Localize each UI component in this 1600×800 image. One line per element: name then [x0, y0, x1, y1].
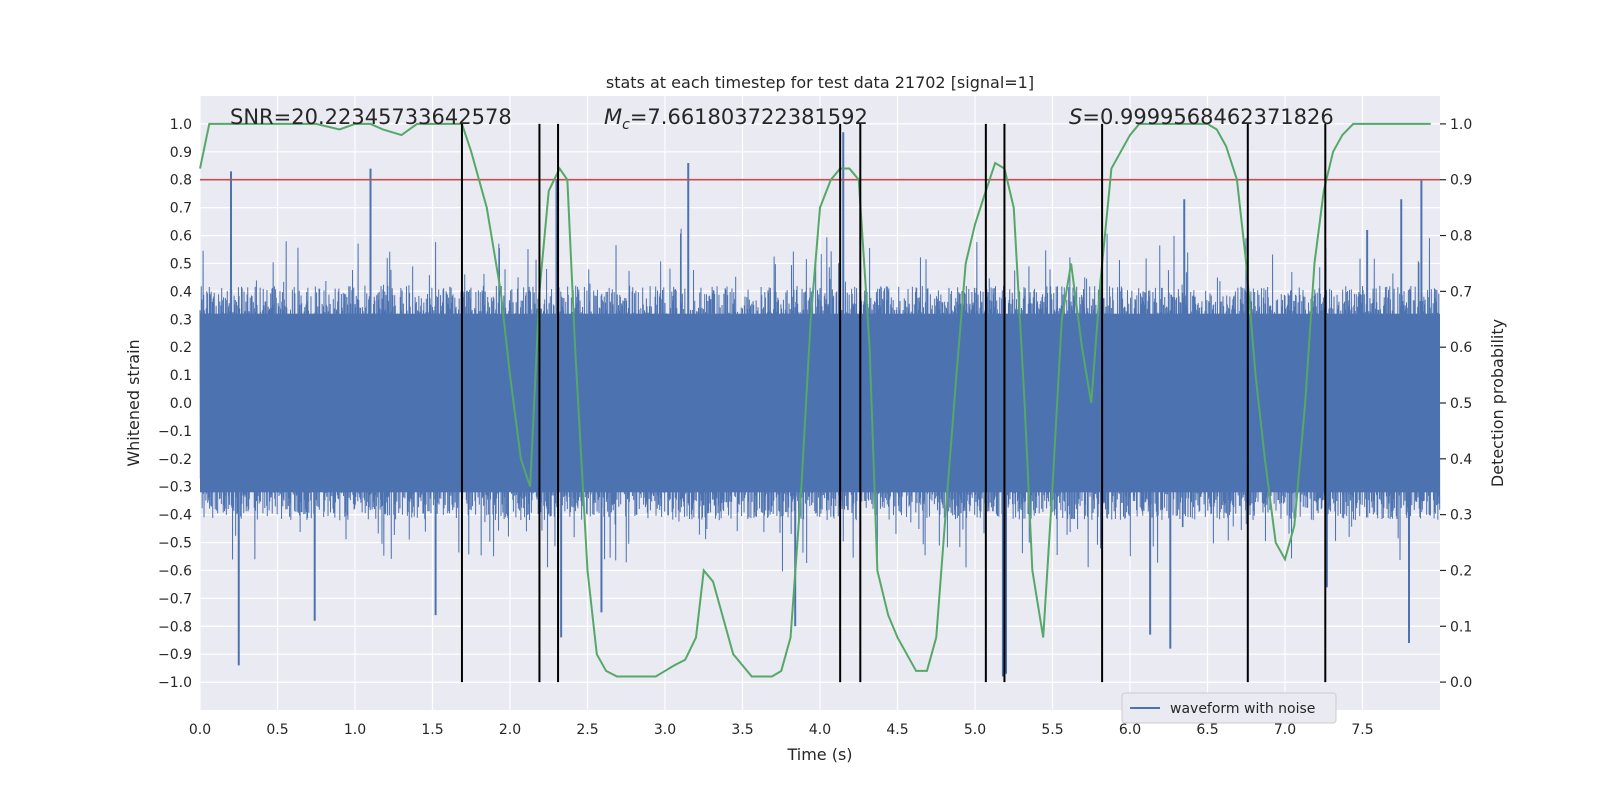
chirp-mass-value: =7.661803722381592 [630, 105, 868, 129]
y-right-tick-label: 0.8 [1450, 229, 1472, 245]
y-right-tick-label: 0.4 [1450, 452, 1472, 468]
x-tick-label: 5.5 [1041, 722, 1063, 738]
y-left-tick-label: 0.7 [170, 201, 192, 217]
legend-box [1121, 692, 1337, 724]
y-left-tick-label: 0.3 [170, 312, 192, 328]
y-left-tick-label: 0.8 [170, 173, 192, 189]
y-left-tick-label: 0.6 [170, 229, 192, 245]
x-tick-label: 1.0 [344, 722, 366, 738]
y-left-tick-label: −1.0 [158, 675, 192, 691]
x-tick-label: 0.5 [266, 722, 288, 738]
x-tick-label: 3.5 [731, 722, 753, 738]
y-left-tick-label: 0.9 [170, 145, 192, 161]
y-left-tick-label: −0.6 [158, 563, 192, 579]
y-left-tick-label: 0.1 [170, 368, 192, 384]
x-tick-label: 4.5 [886, 722, 908, 738]
y-left-tick-label: −0.5 [158, 536, 192, 552]
y-right-tick-label: 0.6 [1450, 340, 1472, 356]
y-right-tick-label: 0.1 [1450, 619, 1472, 635]
y-left-tick-label: −0.4 [158, 508, 192, 524]
chirp-mass-annotation: Mc=7.661803722381592 [604, 105, 868, 133]
probability-line [199, 122, 1431, 678]
probability-series [199, 122, 1431, 678]
x-tick-label: 6.5 [1196, 722, 1218, 738]
y-left-tick-label: −0.2 [158, 452, 192, 468]
y-right-tick-label: 0.3 [1450, 508, 1472, 524]
axes: 0.0 0.5 1.0 1.5 2.0 2.5 3.0 3.5 4.0 4.5 5.0 5.5 6.0 6… [158, 117, 1472, 738]
score-value: =0.9999568462371826 [1082, 105, 1333, 129]
chirp-mass-subscript: c [622, 117, 630, 133]
x-tick-label: 2.0 [499, 722, 521, 738]
x-tick-label: 4.0 [809, 722, 831, 738]
x-tick-label: 3.0 [654, 722, 676, 738]
chart-title: stats at each timestep for test data 217… [606, 73, 1034, 92]
y-right-tick-label: 0.7 [1450, 284, 1472, 300]
y-left-tick-label: 0.5 [170, 256, 192, 272]
x-tick-label: 1.5 [421, 722, 443, 738]
y-left-tick-label: −0.9 [158, 647, 192, 663]
score-symbol: S [1069, 105, 1082, 129]
y-left-tick-label: −0.1 [158, 424, 192, 440]
y-left-tick-label: 1.0 [170, 117, 192, 133]
x-tick-label: 2.5 [576, 722, 598, 738]
y-left-tick-label: 0.0 [170, 396, 192, 412]
legend-label: waveform with noise [1170, 701, 1315, 717]
x-tick-label: 0.0 [189, 722, 211, 738]
snr-annotation: SNR=20.22345733642578 [230, 105, 512, 129]
y-axis-label-right: Detection probability [1488, 319, 1507, 487]
x-tick-label: 7.5 [1351, 722, 1373, 738]
strain-core [200, 313, 1440, 493]
y-right-tick-label: 0.9 [1450, 173, 1472, 189]
y-left-tick-label: 0.4 [170, 284, 192, 300]
y-left-tick-label: −0.7 [158, 591, 192, 607]
y-right-tick-label: 0.2 [1450, 563, 1472, 579]
y-left-tick-label: 0.2 [170, 340, 192, 356]
score-annotation: S=0.9999568462371826 [1069, 105, 1334, 129]
strain-series [199, 132, 1441, 677]
legend: waveform with noise [1121, 692, 1337, 724]
x-tick-label: 5.0 [964, 722, 986, 738]
y-right-tick-label: 0.0 [1450, 675, 1472, 691]
y-left-tick-label: −0.3 [158, 480, 192, 496]
y-right-tick-label: 1.0 [1450, 117, 1472, 133]
event-markers [460, 123, 1327, 683]
x-tick-label: 6.0 [1119, 722, 1141, 738]
y-left-tick-label: −0.8 [158, 619, 192, 635]
x-axis-label: Time (s) [786, 745, 852, 764]
x-tick-label: 7.0 [1274, 722, 1296, 738]
chirp-mass-symbol: M [604, 105, 622, 129]
y-right-tick-label: 0.5 [1450, 396, 1472, 412]
y-axis-label-left: Whitened strain [124, 339, 143, 466]
